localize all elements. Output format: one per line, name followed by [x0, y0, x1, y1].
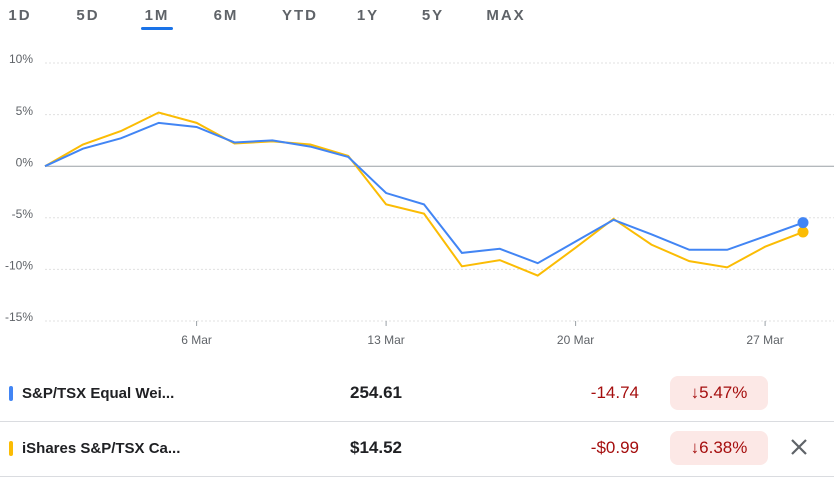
y-tick-label: 5%: [16, 104, 34, 118]
x-tick-label: 13 Mar: [367, 333, 404, 347]
range-tab[interactable]: 5Y: [422, 7, 444, 24]
range-tab[interactable]: 5D: [76, 7, 99, 24]
table-row[interactable]: iShares S&P/TSX Ca... $14.52 -$0.99 ↓6.3…: [0, 422, 834, 477]
table-row[interactable]: S&P/TSX Equal Wei... 254.61 -14.74 ↓5.47…: [0, 367, 834, 422]
series-swatch: [9, 386, 13, 401]
percent-text: 6.38%: [699, 438, 748, 457]
row-percent: ↓5.47%: [670, 376, 768, 410]
down-arrow: ↓: [690, 438, 700, 457]
y-tick-label: 10%: [9, 52, 33, 66]
row-name: iShares S&P/TSX Ca...: [22, 440, 181, 457]
y-tick-label: 0%: [16, 155, 34, 169]
series-line: [44, 111, 804, 277]
close-button[interactable]: [788, 436, 810, 458]
row-price: 254.61: [350, 383, 402, 402]
y-tick-label: -15%: [5, 310, 33, 324]
chart: 1D 5D 1M 6M YTD 1Y 5Y MAX 10% 5% 0% -5% -10% -15% 6 Ma…: [5, 7, 834, 347]
row-price: $14.52: [350, 438, 402, 457]
row-percent: ↓6.38%: [670, 431, 768, 465]
end-dot: [797, 217, 809, 229]
series-line: [44, 121, 804, 265]
range-tab[interactable]: MAX: [486, 7, 525, 24]
x-tick-label: 6 Mar: [181, 333, 212, 347]
end-dot: [797, 226, 809, 238]
down-arrow: ↓: [690, 383, 700, 402]
percent-text: 5.47%: [699, 383, 748, 402]
row-name: S&P/TSX Equal Wei...: [22, 385, 175, 402]
range-tab[interactable]: 1D: [8, 7, 31, 24]
x-tick-label: 20 Mar: [557, 333, 594, 347]
x-tick-label: 27 Mar: [746, 333, 783, 347]
range-tab[interactable]: 1M: [145, 7, 170, 24]
y-tick-label: -5%: [12, 207, 34, 221]
range-tab[interactable]: YTD: [282, 7, 318, 24]
active-underline: [141, 27, 173, 30]
range-tab[interactable]: 6M: [214, 7, 239, 24]
y-tick-label: -10%: [5, 259, 33, 273]
row-change: -$0.99: [590, 438, 639, 457]
row-change: -14.74: [590, 383, 639, 402]
range-tab[interactable]: 1Y: [357, 7, 379, 24]
series-swatch: [9, 441, 13, 456]
